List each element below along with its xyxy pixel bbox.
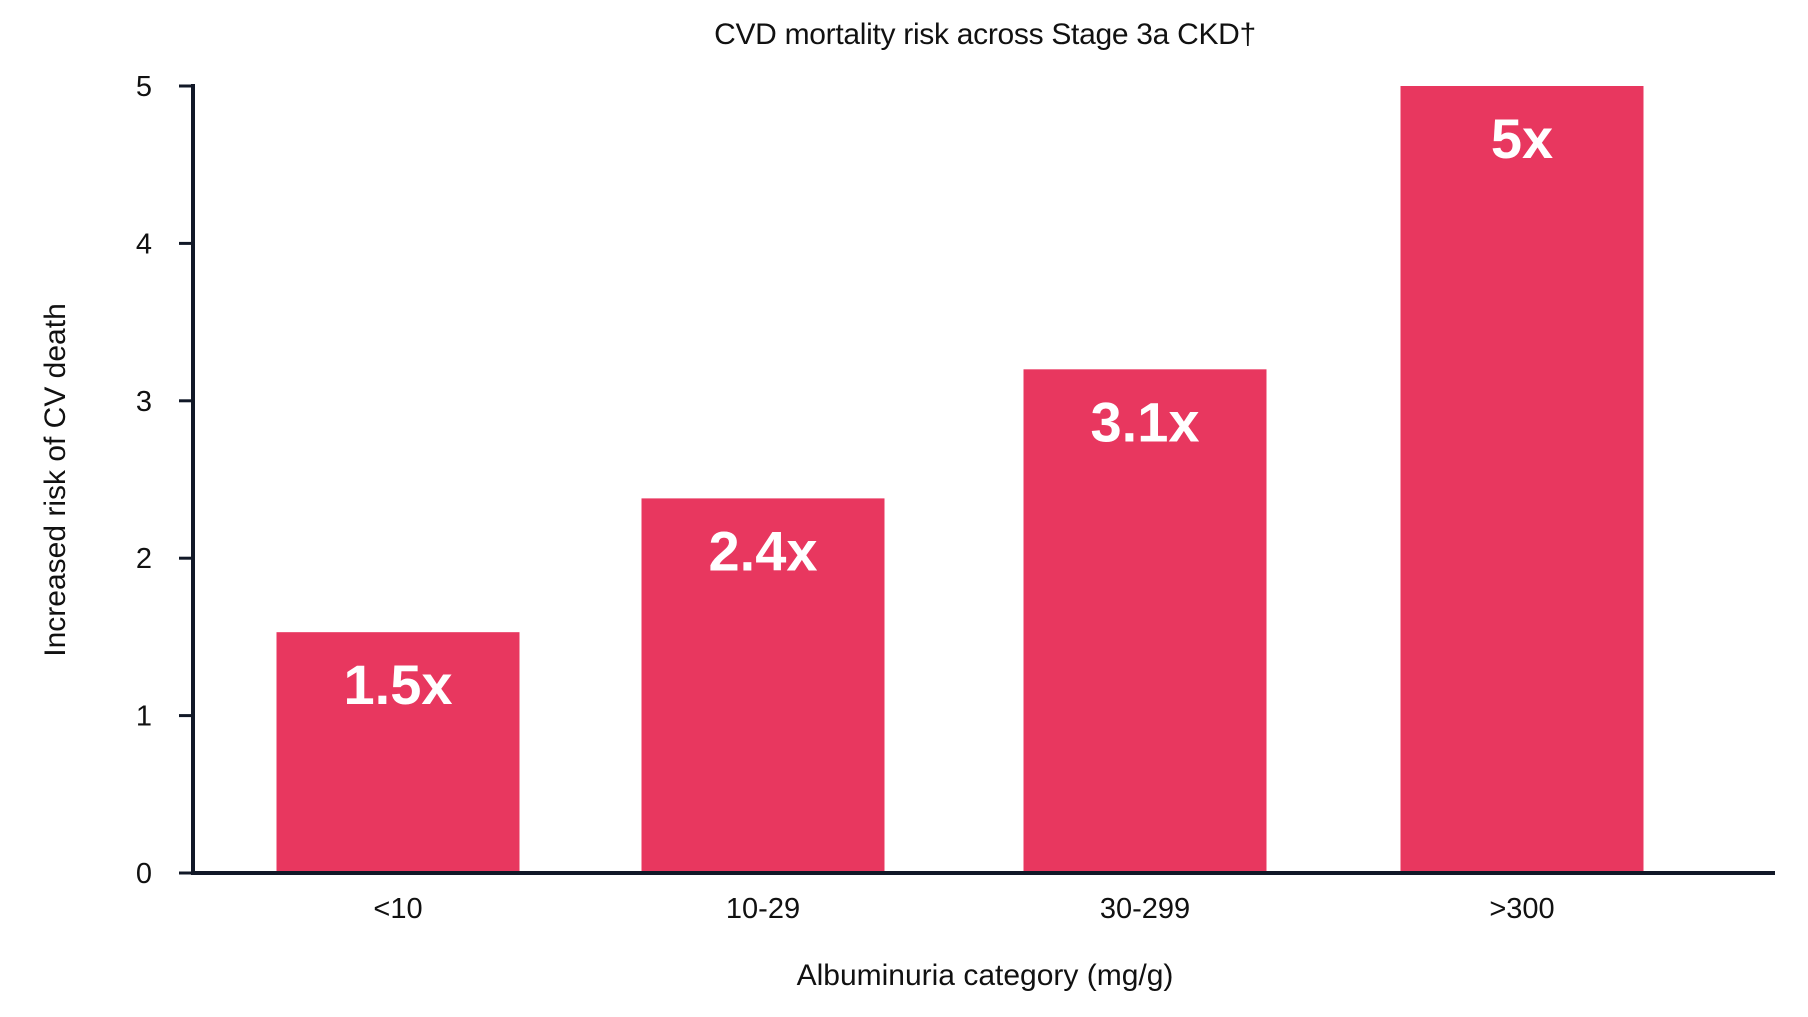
y-tick-label-1: 1 <box>136 701 152 733</box>
y-tick-label-4: 4 <box>136 228 152 260</box>
data-label-2: 2.4x <box>709 519 818 582</box>
y-tick-label-2: 2 <box>136 543 152 575</box>
y-tick-label-0: 0 <box>136 858 152 890</box>
data-label-1: 1.5x <box>344 653 453 716</box>
bar-1 <box>276 632 520 873</box>
x-ticks: <10 10-29 30-299 >300 <box>373 893 1554 925</box>
x-tick-label-1: <10 <box>373 893 422 925</box>
data-label-3: 3.1x <box>1091 390 1200 453</box>
bar-2 <box>641 498 885 873</box>
y-tick-label-3: 3 <box>136 386 152 418</box>
chart-title: CVD mortality risk across Stage 3a CKD† <box>714 18 1256 51</box>
y-axis-label: Increased risk of CV death <box>39 303 72 657</box>
y-tick-label-5: 5 <box>136 71 152 103</box>
bar-3 <box>1023 369 1267 873</box>
x-axis-label: Albuminuria category (mg/g) <box>797 959 1174 992</box>
y-ticks: 0 1 2 3 4 5 <box>136 71 193 890</box>
x-tick-label-4: >300 <box>1489 893 1554 925</box>
bars-layer: 1.5x 2.4x 3.1x 5x <box>276 86 1644 873</box>
x-tick-label-3: 30-299 <box>1100 893 1190 925</box>
data-label-4: 5x <box>1491 107 1553 170</box>
x-tick-label-2: 10-29 <box>726 893 800 925</box>
bar-4 <box>1400 86 1644 873</box>
